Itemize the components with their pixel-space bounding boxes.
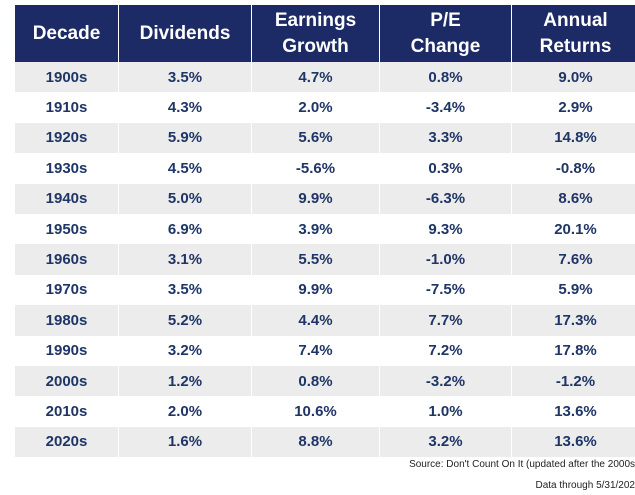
table-cell: 7.2% bbox=[380, 335, 512, 366]
header-row: Decade Dividends Earnings Growth P/E Change An… bbox=[15, 5, 635, 62]
table-row: 1970s 3.5% 9.9% -7.5% 5.9% bbox=[15, 274, 635, 306]
table-row: 1990s 3.2% 7.4% 7.2% 17.8% bbox=[15, 335, 635, 366]
table-cell: 0.8% bbox=[380, 62, 512, 93]
header-cell: P/E Change bbox=[380, 5, 512, 62]
table-cell: 9.3% bbox=[380, 213, 512, 245]
table-cell: 9.9% bbox=[252, 274, 380, 306]
table-cell: 1.2% bbox=[119, 365, 252, 397]
table-cell: 0.8% bbox=[252, 365, 380, 397]
header-text: Change bbox=[410, 35, 481, 57]
table-row: 1920s 5.9% 5.6% 3.3% 14.8% bbox=[15, 122, 635, 154]
table-cell: 9.0% bbox=[512, 62, 635, 93]
table-cell: 4.5% bbox=[119, 153, 252, 184]
table-cell: 17.3% bbox=[512, 305, 635, 336]
table-row: 2010s 2.0% 10.6% 1.0% 13.6% bbox=[15, 396, 635, 427]
header-text: Annual bbox=[543, 9, 608, 31]
table-row: 1900s 3.5% 4.7% 0.8% 9.0% bbox=[15, 62, 635, 93]
table-cell: 13.6% bbox=[512, 396, 635, 427]
table-cell: 0.3% bbox=[380, 153, 512, 184]
table-cell: 1980s bbox=[15, 305, 119, 336]
source-note: Source: Don't Count On It (updated after… bbox=[409, 459, 635, 470]
header-text: Dividends bbox=[139, 22, 231, 44]
table-cell: 5.9% bbox=[512, 274, 635, 306]
table-cell: 5.6% bbox=[252, 122, 380, 154]
table-cell: 3.5% bbox=[119, 62, 252, 93]
table-cell: 2.0% bbox=[252, 92, 380, 123]
table-cell: 3.2% bbox=[380, 426, 512, 458]
table-cell: -1.0% bbox=[380, 244, 512, 275]
table-cell: 9.9% bbox=[252, 183, 380, 214]
table-cell: 14.8% bbox=[512, 122, 635, 154]
table-cell: 4.4% bbox=[252, 305, 380, 336]
table-cell: 17.8% bbox=[512, 335, 635, 366]
header-text: Returns bbox=[539, 35, 612, 57]
header-text: Growth bbox=[282, 35, 349, 57]
table-cell: 4.7% bbox=[252, 62, 380, 93]
table-row: 2020s 1.6% 8.8% 3.2% 13.6% bbox=[15, 426, 635, 458]
table-cell: -5.6% bbox=[252, 153, 380, 184]
table-cell: 1.0% bbox=[380, 396, 512, 427]
table-cell: 8.8% bbox=[252, 426, 380, 458]
table-cell: -1.2% bbox=[512, 365, 635, 397]
header-cell: Dividends bbox=[119, 5, 252, 62]
table-cell: 5.0% bbox=[119, 183, 252, 214]
table-cell: -0.8% bbox=[512, 153, 635, 184]
table-cell: 2.9% bbox=[512, 92, 635, 123]
table-cell: 8.6% bbox=[512, 183, 635, 214]
table-cell: 7.7% bbox=[380, 305, 512, 336]
table-cell: 1990s bbox=[15, 335, 119, 366]
table-cell: 1920s bbox=[15, 122, 119, 154]
table-cell: 1.6% bbox=[119, 426, 252, 458]
table-cell: 5.2% bbox=[119, 305, 252, 336]
header-text: Decade bbox=[32, 22, 101, 44]
table-row: 1980s 5.2% 4.4% 7.7% 17.3% bbox=[15, 305, 635, 336]
table-cell: 20.1% bbox=[512, 213, 635, 245]
table-cell: -6.3% bbox=[380, 183, 512, 214]
table-row: 1950s 6.9% 3.9% 9.3% 20.1% bbox=[15, 213, 635, 245]
table-cell: -7.5% bbox=[380, 274, 512, 306]
table-cell: 3.2% bbox=[119, 335, 252, 366]
table-cell: 5.9% bbox=[119, 122, 252, 154]
table-cell: 1940s bbox=[15, 183, 119, 214]
header-cell: Decade bbox=[15, 5, 119, 62]
table-cell: 1900s bbox=[15, 62, 119, 93]
table-cell: -3.4% bbox=[380, 92, 512, 123]
table-cell: 10.6% bbox=[252, 396, 380, 427]
header-text: P/E bbox=[430, 9, 461, 31]
table-cell: 3.1% bbox=[119, 244, 252, 275]
table-cell: 2010s bbox=[15, 396, 119, 427]
date-note: Data through 5/31/202 bbox=[535, 480, 635, 491]
table-row: 1930s 4.5% -5.6% 0.3% -0.8% bbox=[15, 153, 635, 184]
table-cell: 1970s bbox=[15, 274, 119, 306]
table-cell: 5.5% bbox=[252, 244, 380, 275]
table-cell: 2000s bbox=[15, 365, 119, 397]
table-cell: 1950s bbox=[15, 213, 119, 245]
returns-table: Decade Dividends Earnings Growth P/E Change An… bbox=[15, 5, 635, 458]
table-cell: 3.9% bbox=[252, 213, 380, 245]
table-cell: 7.6% bbox=[512, 244, 635, 275]
table-cell: 1960s bbox=[15, 244, 119, 275]
table-row: 1910s 4.3% 2.0% -3.4% 2.9% bbox=[15, 92, 635, 123]
table-cell: 4.3% bbox=[119, 92, 252, 123]
table-cell: 3.3% bbox=[380, 122, 512, 154]
table-cell: 1930s bbox=[15, 153, 119, 184]
table-row: 1940s 5.0% 9.9% -6.3% 8.6% bbox=[15, 183, 635, 214]
header-cell: Earnings Growth bbox=[252, 5, 380, 62]
table-row: 2000s 1.2% 0.8% -3.2% -1.2% bbox=[15, 365, 635, 397]
table-cell: 6.9% bbox=[119, 213, 252, 245]
table-cell: 3.5% bbox=[119, 274, 252, 306]
table-row: 1960s 3.1% 5.5% -1.0% 7.6% bbox=[15, 244, 635, 275]
header-text: Earnings bbox=[274, 9, 357, 31]
table-cell: 2020s bbox=[15, 426, 119, 458]
header-cell: Annual Returns bbox=[512, 5, 635, 62]
table-cell: 1910s bbox=[15, 92, 119, 123]
table-cell: 7.4% bbox=[252, 335, 380, 366]
table-cell: 13.6% bbox=[512, 426, 635, 458]
table-cell: 2.0% bbox=[119, 396, 252, 427]
table-cell: -3.2% bbox=[380, 365, 512, 397]
